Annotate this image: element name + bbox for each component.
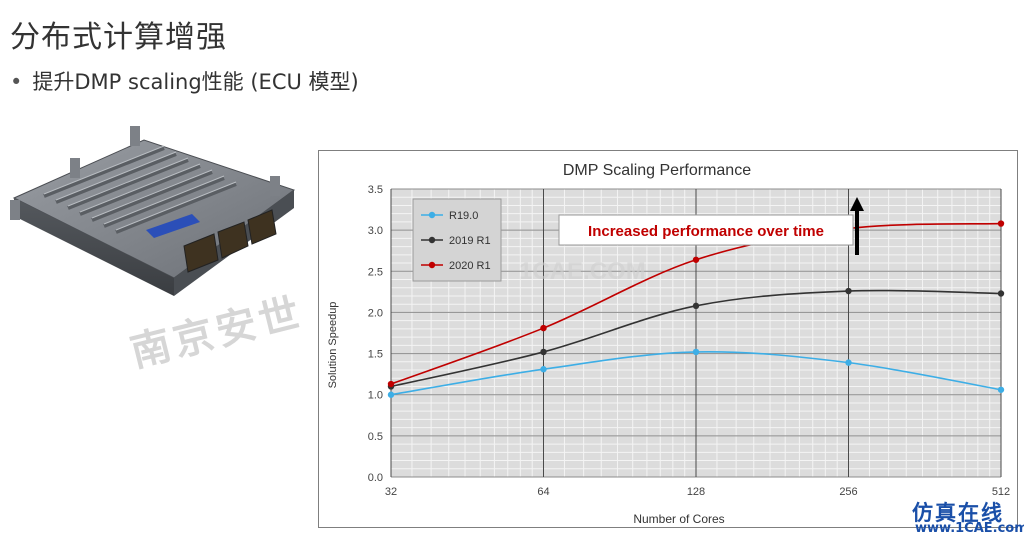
legend: R19.0 2019 R1 2020 R1 [412,198,502,282]
data-point [692,348,700,356]
series-points [387,220,1005,398]
x-tick-label: 128 [687,486,705,498]
y-tick-label: 3.0 [368,225,383,237]
data-point [387,391,395,398]
bullet-item: • 提升DMP scaling性能 (ECU 模型) [10,66,359,96]
legend-swatch-point [428,211,436,219]
legend-swatch-point [428,261,436,269]
chart-frame: DMP Scaling Performance 0.0 0.5 1.0 1.5 2.0 2… [318,150,1018,528]
watermark-corner-title: 仿真在线 [912,501,1004,525]
x-tick-label: 256 [839,486,857,498]
data-point [540,348,547,356]
y-tick-label: 3.5 [368,184,383,196]
line-chart: DMP Scaling Performance 0.0 0.5 1.0 1.5 2.0 2… [327,162,1010,526]
data-point [845,287,852,295]
data-point [540,366,547,373]
legend-swatch-point [428,236,436,244]
bullet-dot: • [10,70,23,94]
y-tick-label: 2.5 [368,266,383,278]
data-point [692,256,700,263]
data-point [997,220,1005,227]
annotation: Increased performance over time [558,197,864,255]
x-tick-label: 64 [537,486,549,498]
data-point [845,359,852,366]
x-tick-label: 32 [385,486,397,498]
y-tick-label: 2.0 [368,307,383,319]
bullet-text: 提升DMP scaling性能 (ECU 模型) [32,70,359,94]
data-point [997,290,1005,297]
chart-title: DMP Scaling Performance [563,162,751,179]
y-tick-label: 1.0 [368,390,383,402]
data-point [692,302,700,310]
x-tick-label: 512 [992,486,1010,498]
slide-title: 分布式计算增强 [10,20,227,55]
y-tick-label: 1.5 [368,349,383,361]
y-axis-label: Solution Speedup [327,302,339,389]
data-point [997,386,1005,393]
legend-entry-label: 2019 R1 [449,235,491,247]
data-point [540,324,547,332]
y-tick-label: 0.5 [368,431,383,443]
legend-entry-label: 2020 R1 [449,260,491,272]
ecu-model-image [4,118,304,318]
legend-entry-label: R19.0 [449,210,478,222]
x-axis-ticks: 32 64 128 256 512 [385,486,1010,498]
y-axis-ticks: 0.0 0.5 1.0 1.5 2.0 2.5 3.0 3.5 [368,184,383,484]
chart-watermark: 1CAE.COM [519,258,646,285]
ecu-illustration [10,126,296,296]
y-tick-label: 0.0 [368,472,383,484]
annotation-box [558,214,854,246]
watermark-corner-url: www.1CAE.com [915,521,1024,536]
annotation-text: Increased performance over time [588,223,824,240]
data-point [387,380,395,388]
arrow-up-icon [850,197,864,211]
x-axis-label: Number of Cores [633,512,724,526]
